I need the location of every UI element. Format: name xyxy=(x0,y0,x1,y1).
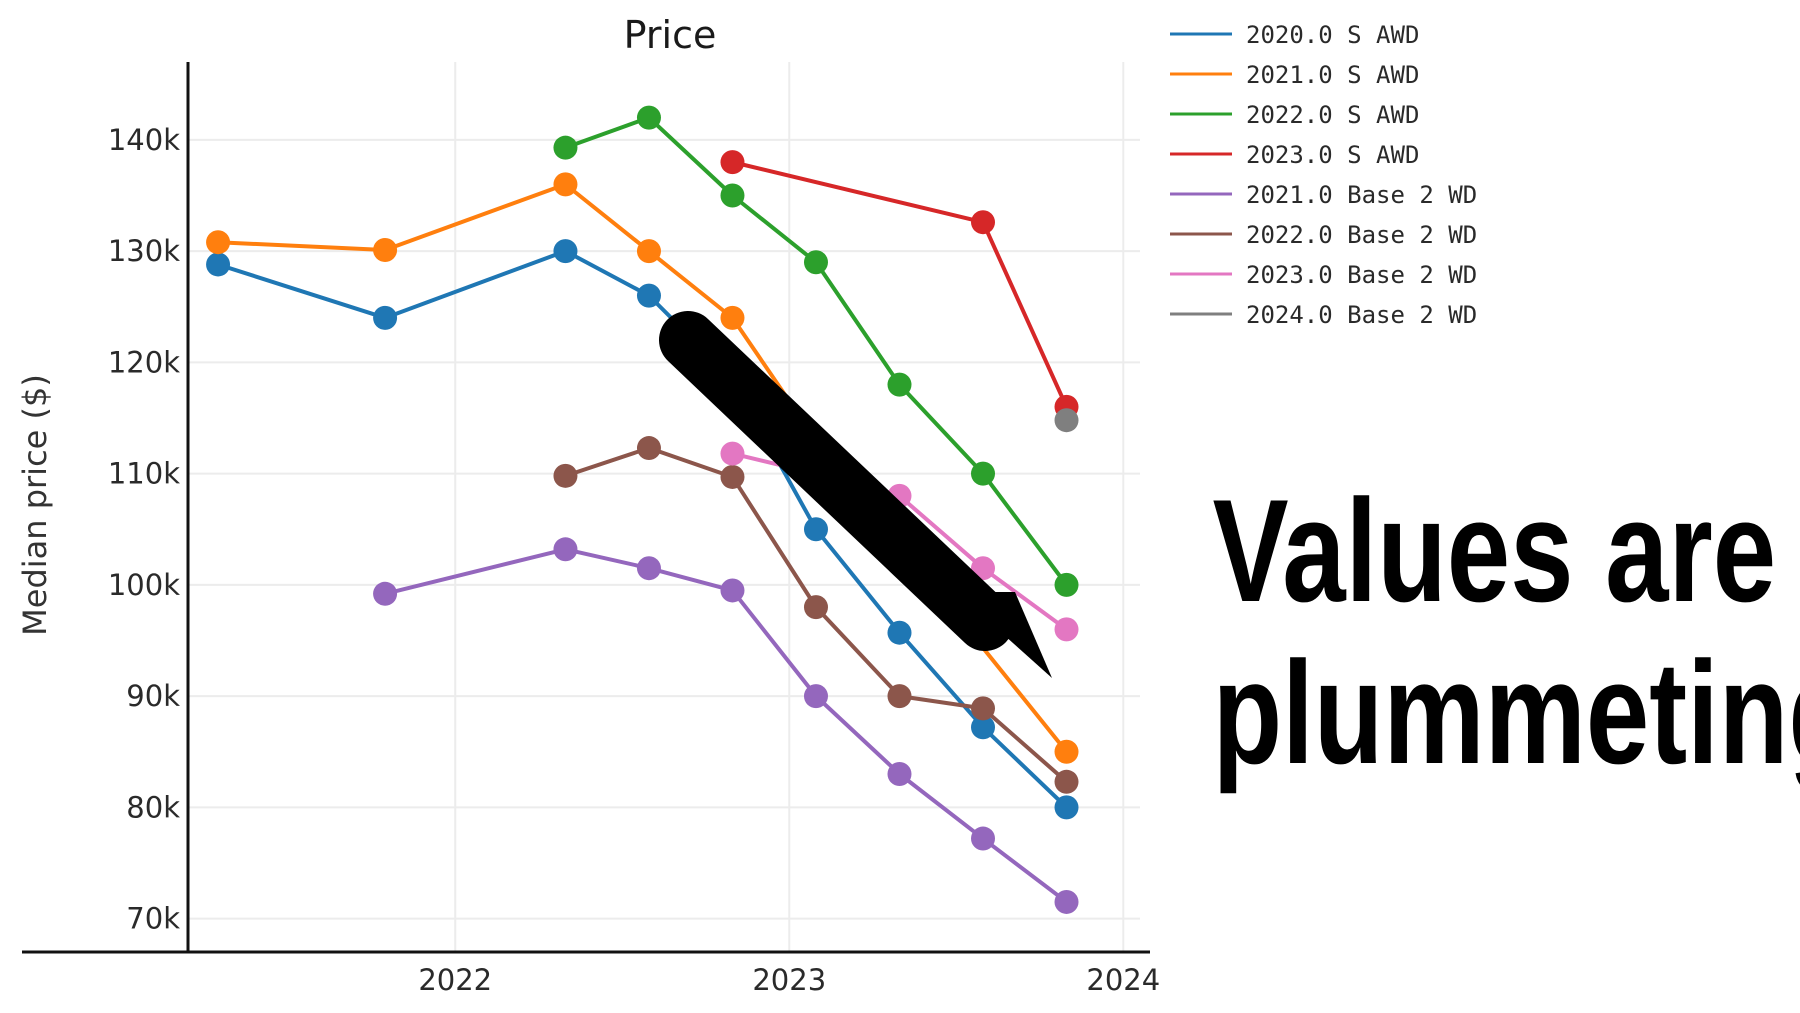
data-point xyxy=(803,250,828,275)
trend-arrow-head xyxy=(956,592,1052,678)
y-tick-label: 70k xyxy=(126,902,180,936)
trend-arrow-shaft xyxy=(659,311,1014,651)
data-point xyxy=(720,464,745,489)
y-tick-labels: 70k 80k 90k 100k 110k 120k 130k 140k xyxy=(108,123,180,936)
axes xyxy=(22,62,1150,954)
data-point xyxy=(206,252,231,277)
series-1 xyxy=(206,172,1079,764)
series-4 xyxy=(373,537,1079,914)
y-axis-label: Median price ($) xyxy=(16,374,54,636)
data-point xyxy=(373,305,398,330)
data-point xyxy=(1054,889,1079,914)
data-point xyxy=(373,581,398,606)
data-point xyxy=(636,436,661,461)
data-point xyxy=(1054,572,1079,597)
gridlines xyxy=(188,62,1140,952)
series-0 xyxy=(206,239,1079,820)
data-point xyxy=(887,372,912,397)
headline-line-1: Values are xyxy=(1212,469,1777,632)
data-point xyxy=(636,556,661,581)
data-point xyxy=(971,556,996,581)
series-5 xyxy=(553,436,1079,794)
data-point xyxy=(803,684,828,709)
data-point xyxy=(636,239,661,264)
data-point xyxy=(971,696,996,721)
series-line xyxy=(217,182,1069,754)
data-point xyxy=(636,105,661,130)
data-point xyxy=(971,210,996,235)
data-point xyxy=(720,150,745,175)
data-point xyxy=(1054,769,1079,794)
legend-label: 2022.0 S AWD xyxy=(1246,101,1419,129)
legend-label: 2023.0 Base 2 WD xyxy=(1246,261,1477,289)
series-line xyxy=(732,160,1069,408)
y-tick-label: 120k xyxy=(108,345,180,379)
legend-label: 2022.0 Base 2 WD xyxy=(1246,221,1477,249)
y-tick-label: 90k xyxy=(126,679,180,713)
data-point xyxy=(887,620,912,645)
series-line xyxy=(384,547,1068,904)
series-7 xyxy=(1054,408,1079,433)
chart-title: Price xyxy=(624,13,717,57)
data-point xyxy=(636,283,661,308)
data-point xyxy=(373,238,398,263)
data-point xyxy=(720,305,745,330)
data-point xyxy=(720,578,745,603)
y-tick-label: 110k xyxy=(108,457,180,491)
data-point xyxy=(720,183,745,208)
data-point xyxy=(971,826,996,851)
data-point xyxy=(1054,739,1079,764)
series-2 xyxy=(553,105,1079,597)
y-tick-label: 100k xyxy=(108,568,180,602)
legend-label: 2021.0 S AWD xyxy=(1246,61,1419,89)
legend-label: 2020.0 S AWD xyxy=(1246,21,1419,49)
data-point xyxy=(1054,408,1079,433)
data-point xyxy=(720,441,745,466)
y-tick-label: 130k xyxy=(108,234,180,268)
data-point xyxy=(553,537,578,562)
data-point xyxy=(971,461,996,486)
series-line xyxy=(564,115,1069,587)
y-tick-label: 140k xyxy=(108,123,180,157)
data-point xyxy=(553,172,578,197)
data-point xyxy=(1054,795,1079,820)
x-tick-label: 2022 xyxy=(418,963,492,997)
data-point xyxy=(971,715,996,740)
legend-label: 2024.0 Base 2 WD xyxy=(1246,301,1477,329)
x-tick-label: 2024 xyxy=(1086,963,1160,997)
data-point xyxy=(1054,617,1079,642)
data-point xyxy=(803,517,828,542)
legend-label: 2023.0 S AWD xyxy=(1246,141,1419,169)
legend-label: 2021.0 Base 2 WD xyxy=(1246,181,1477,209)
data-point xyxy=(887,684,912,709)
data-point xyxy=(803,595,828,620)
data-point xyxy=(206,230,231,255)
x-tick-label: 2023 xyxy=(752,963,826,997)
data-point xyxy=(887,762,912,786)
y-tick-label: 80k xyxy=(126,790,180,824)
headline-line-2: plummeting xyxy=(1212,631,1800,794)
data-point xyxy=(553,463,578,488)
trend-arrow xyxy=(659,311,1052,678)
data-point xyxy=(553,135,578,160)
data-point xyxy=(553,239,578,264)
x-tick-labels: 2022 2023 2024 xyxy=(418,963,1160,997)
series-layer xyxy=(206,105,1079,914)
legend: 2020.0 S AWD 2021.0 S AWD 2022.0 S AWD 2023… xyxy=(1170,21,1477,329)
